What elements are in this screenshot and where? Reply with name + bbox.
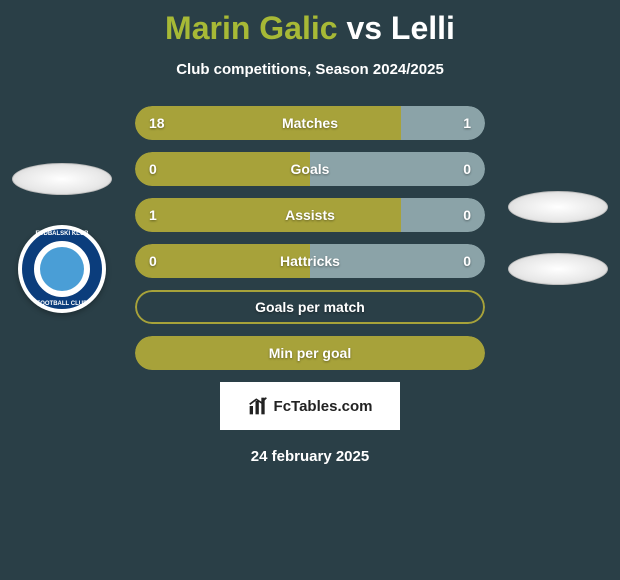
- stat-bar: Min per goal: [135, 336, 485, 370]
- stat-bar: Goals per match: [135, 290, 485, 324]
- player1-name: Marin Galic: [165, 10, 338, 46]
- club-badge-center: [40, 247, 84, 291]
- stat-bar: 00Hattricks: [135, 244, 485, 278]
- stat-bar: 10Assists: [135, 198, 485, 232]
- player2-club-placeholder: [508, 253, 608, 285]
- brand-text: FcTables.com: [274, 398, 373, 415]
- footer-date: 24 february 2025: [251, 448, 369, 465]
- player1-badge-placeholder: [12, 163, 112, 195]
- brand-badge: FcTables.com: [220, 382, 400, 430]
- stat-label: Matches: [135, 115, 485, 131]
- stat-bars-column: 181Matches 00Goals 10Assists 00Hattricks Goa…: [135, 106, 485, 370]
- player2-name: Lelli: [391, 10, 455, 46]
- page-title: Marin Galic vs Lelli: [165, 10, 455, 47]
- stat-label: Min per goal: [135, 345, 485, 361]
- player2-badge-placeholder: [508, 191, 608, 223]
- club-text-top: FUDBALSKI KLUB: [18, 231, 106, 237]
- left-badges-column: FUDBALSKI KLUB FOOTBALL CLUB: [7, 163, 117, 313]
- stat-label: Hattricks: [135, 253, 485, 269]
- chart-icon: [248, 396, 268, 416]
- stats-section: FUDBALSKI KLUB FOOTBALL CLUB 181Matches 0…: [0, 106, 620, 370]
- vs-text: vs: [346, 10, 382, 46]
- stat-label: Goals: [135, 161, 485, 177]
- stat-bar: 00Goals: [135, 152, 485, 186]
- player1-club-badge: FUDBALSKI KLUB FOOTBALL CLUB: [18, 225, 106, 313]
- stat-bar: 181Matches: [135, 106, 485, 140]
- comparison-card: Marin Galic vs Lelli Club competitions, …: [0, 0, 620, 475]
- right-badges-column: [503, 191, 613, 285]
- club-text-bottom: FOOTBALL CLUB: [18, 301, 106, 307]
- subtitle: Club competitions, Season 2024/2025: [176, 61, 444, 78]
- stat-label: Assists: [135, 207, 485, 223]
- stat-label: Goals per match: [135, 299, 485, 315]
